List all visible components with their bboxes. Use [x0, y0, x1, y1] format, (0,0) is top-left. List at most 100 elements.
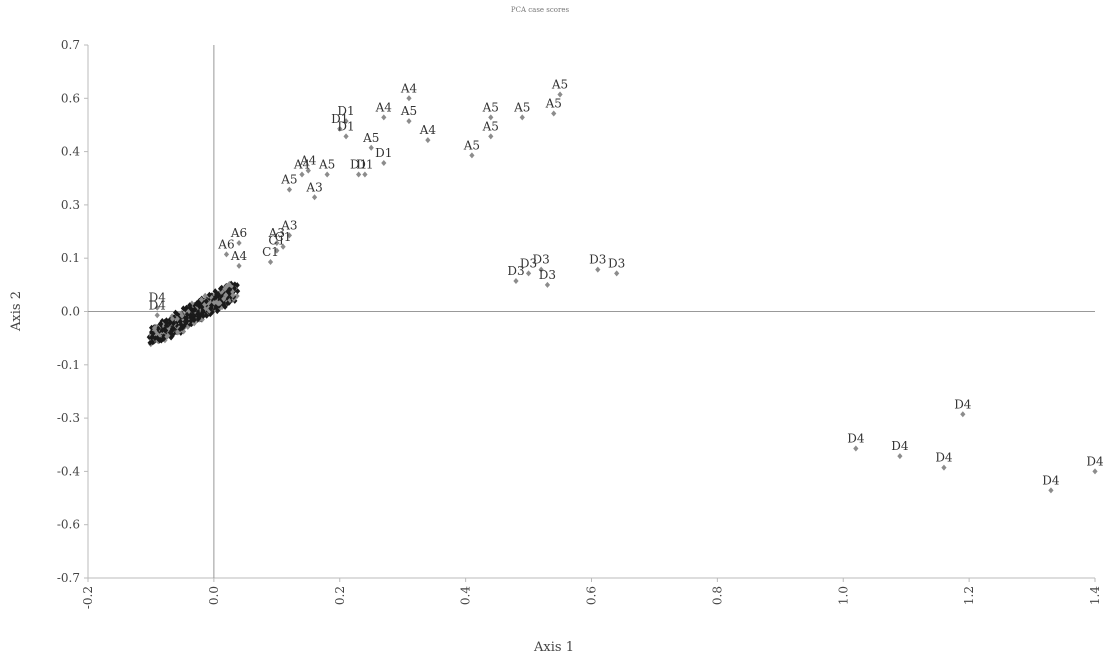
point-marker: [154, 312, 160, 319]
point-marker: [154, 304, 160, 311]
cluster-point: [175, 311, 181, 318]
cluster-point: [230, 292, 236, 299]
x-tick-label: 1.2: [962, 586, 976, 605]
point-marker: [544, 281, 551, 288]
y-tick-label: 0.1: [61, 251, 80, 265]
cluster-point: [175, 329, 181, 336]
cluster-point: [195, 313, 202, 320]
point-label: A5: [318, 157, 335, 171]
point-label: A3: [305, 180, 322, 194]
axes: 0.7 0.6 0.4 0.3 0.1 0.0 -0.1 -0.3 -0.4 -0.6 -0.7-0…: [57, 38, 1102, 609]
point-label: D4: [149, 291, 167, 305]
cluster-point: [164, 319, 170, 326]
point-label: D3: [589, 253, 606, 267]
cluster-point: [191, 320, 197, 327]
point-label: D3: [539, 268, 556, 282]
point-label: A5: [400, 104, 417, 118]
point-marker: [311, 194, 318, 201]
x-tick-label: 0.6: [585, 586, 599, 605]
point-label: C1: [275, 230, 292, 244]
point-label: D1: [337, 104, 354, 118]
point-marker: [853, 445, 859, 452]
cluster-point: [165, 332, 171, 339]
point-label: A4: [299, 154, 317, 168]
point-marker: [406, 95, 412, 102]
point-label: D1: [331, 112, 348, 126]
point-label: A5: [463, 138, 480, 152]
cluster-point: [160, 335, 167, 342]
y-tick-label: 0.3: [61, 198, 80, 212]
point-label: A5: [545, 97, 562, 111]
point-label: D4: [891, 439, 909, 453]
y-tick-label: 0.0: [61, 305, 80, 319]
point-label: A5: [280, 173, 297, 187]
cluster-point: [234, 282, 240, 289]
cluster-point: [222, 285, 228, 292]
cluster-point: [192, 306, 198, 313]
y-tick-label: -0.1: [57, 358, 80, 372]
point-label: D4: [847, 432, 865, 446]
point-marker: [356, 171, 362, 178]
point-label: A3: [268, 226, 285, 240]
y-tick-label: -0.6: [57, 518, 80, 532]
point-marker: [1048, 487, 1054, 494]
point-label: C1: [262, 245, 279, 259]
point-marker: [286, 232, 292, 239]
cluster-point: [190, 312, 196, 319]
point-marker: [280, 243, 286, 250]
point-label: A5: [362, 131, 379, 145]
point-marker: [488, 114, 494, 121]
point-marker: [519, 114, 525, 121]
x-tick-label: -0.2: [81, 586, 95, 609]
cluster-point: [202, 292, 208, 299]
cluster-point: [223, 292, 229, 299]
point-marker: [274, 247, 280, 254]
dense-point-cluster: [146, 280, 241, 348]
cluster-point: [184, 318, 190, 325]
point-label: A4: [293, 157, 311, 171]
cluster-point: [194, 301, 200, 308]
x-tick-label: 0.2: [333, 586, 347, 605]
point-label: D3: [507, 264, 524, 278]
cluster-point: [149, 339, 156, 346]
point-label: A4: [419, 123, 437, 137]
point-label: D3: [520, 256, 537, 270]
point-label: D4: [954, 397, 972, 411]
point-label: A6: [217, 237, 234, 251]
point-label: A4: [400, 81, 418, 95]
chart-title: PCA case scores: [511, 6, 570, 14]
point-marker: [343, 118, 349, 125]
point-marker: [1092, 468, 1098, 475]
point-marker: [337, 125, 343, 132]
y-tick-label: -0.7: [57, 571, 80, 585]
cluster-point: [158, 320, 164, 327]
point-marker: [324, 171, 330, 178]
point-marker: [267, 259, 274, 266]
y-tick-label: 0.6: [61, 91, 80, 105]
point-label: D3: [608, 256, 625, 270]
point-marker: [236, 262, 242, 269]
cluster-point: [217, 300, 223, 307]
y-tick-label: 0.7: [61, 38, 80, 52]
point-marker: [343, 133, 349, 140]
point-marker: [286, 186, 292, 193]
point-marker: [381, 160, 387, 167]
point-label: A5: [482, 119, 499, 133]
point-marker: [525, 270, 532, 277]
cluster-point: [150, 330, 156, 337]
point-label: D4: [1086, 454, 1103, 468]
point-marker: [362, 171, 368, 178]
point-label: C1: [268, 234, 285, 248]
cluster-point: [155, 325, 161, 332]
cluster-point: [234, 293, 240, 300]
point-label: D3: [533, 253, 550, 267]
cluster-point: [203, 298, 209, 305]
x-tick-label: 0.4: [459, 586, 473, 605]
y-axis-title: Axis 2: [9, 291, 24, 332]
point-marker: [368, 144, 374, 151]
cluster-point: [217, 285, 224, 292]
point-label: D1: [375, 146, 392, 160]
point-label: D4: [935, 451, 953, 465]
